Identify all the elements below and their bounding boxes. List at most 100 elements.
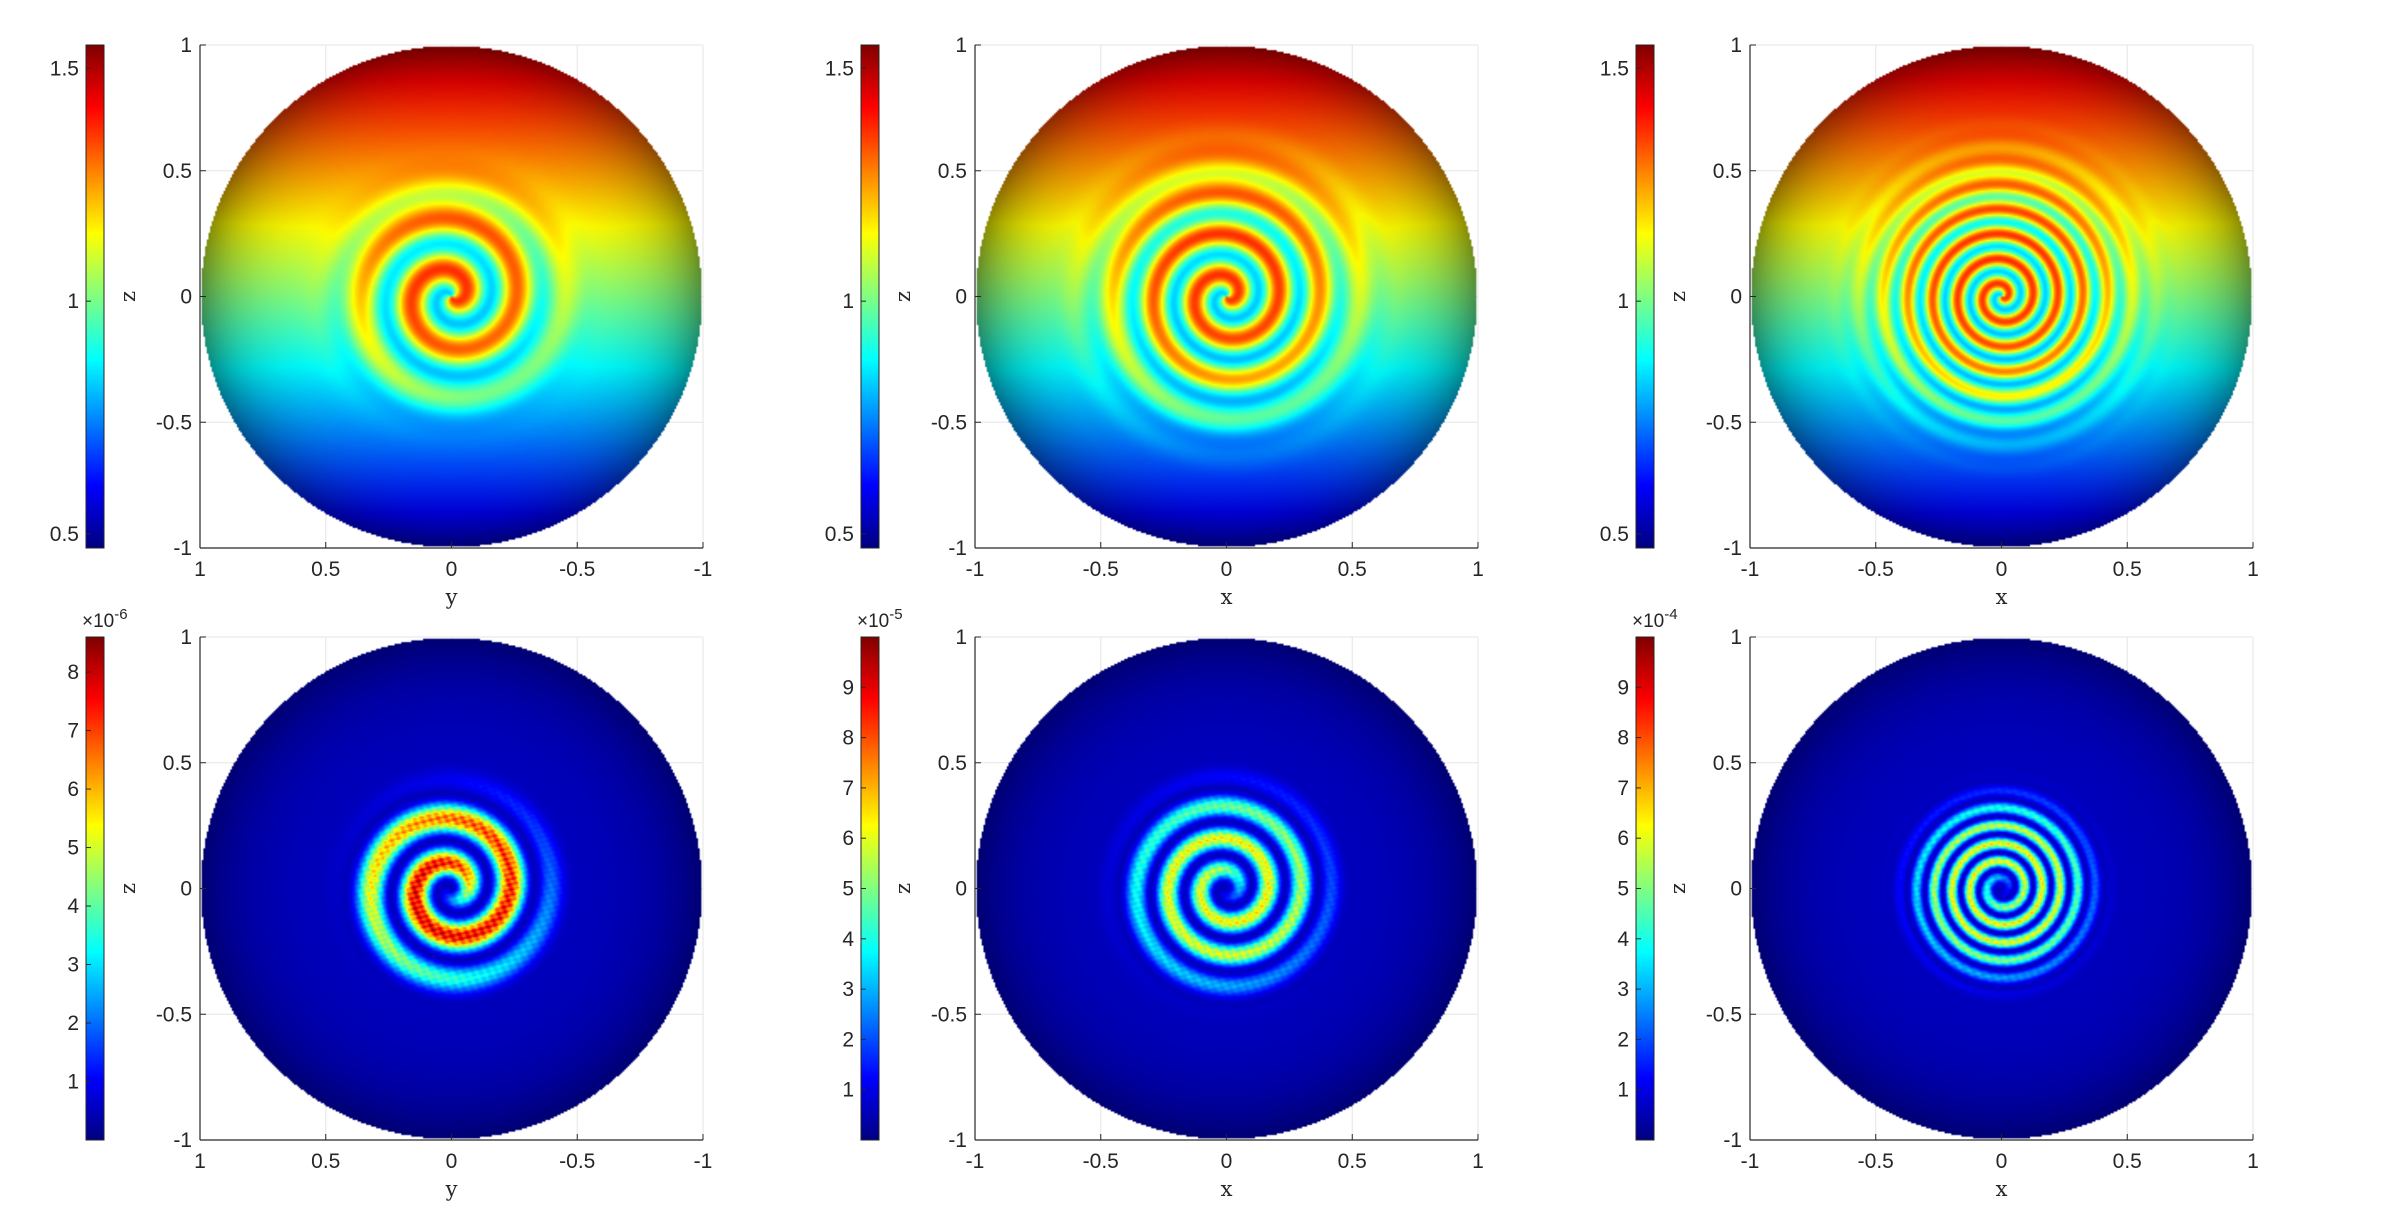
y-axis-label: z — [116, 883, 140, 894]
y-tick-label: 0.5 — [1713, 752, 1742, 775]
x-axis-label: x — [1221, 1177, 1233, 1201]
y-tick-label: -1 — [173, 537, 192, 560]
colorbar: 1.5 1 0.5 — [50, 44, 105, 549]
x-axis-label: y — [445, 1177, 458, 1201]
x-tick-label: -0.5 — [1858, 558, 1894, 581]
x-tick-label: 0 — [446, 1150, 458, 1173]
x-tick-label: 1 — [1472, 558, 1484, 581]
x-tick-label: 0.5 — [1338, 558, 1367, 581]
colorbar-tick-label: 2 — [67, 1012, 79, 1035]
colorbar-tick-label: 1 — [842, 290, 854, 313]
y-tick-label: 0.5 — [1713, 160, 1742, 183]
y-tick-label: -0.5 — [156, 1003, 192, 1026]
colorbar-tick-label: 5 — [67, 837, 79, 860]
colorbar-tick-label: 2 — [1617, 1028, 1629, 1051]
x-tick-label: -0.5 — [1083, 1150, 1119, 1173]
x-axis-label: x — [1221, 585, 1233, 609]
x-tick-label: 0 — [1996, 558, 2008, 581]
colorbar-tick-label: 0.5 — [825, 523, 854, 546]
x-tick-label: -0.5 — [1083, 558, 1119, 581]
heatmap-disk — [975, 637, 1478, 1140]
y-tick-label: -1 — [948, 1129, 967, 1152]
x-tick-label: 1 — [194, 1150, 206, 1173]
colorbar-tick-label: 6 — [1617, 827, 1629, 850]
x-tick-label: 1 — [1472, 1150, 1484, 1173]
y-tick-label: 0 — [180, 878, 192, 901]
colorbar-multiplier: ×10-6 — [82, 606, 128, 632]
x-tick-label: 1 — [2247, 1150, 2259, 1173]
y-axis-label: z — [1666, 883, 1690, 894]
colorbar-exponent: -4 — [1664, 606, 1677, 623]
x-tick-label: -1 — [966, 1150, 985, 1173]
colorbar-tick-label: 5 — [1617, 878, 1629, 901]
colorbar-tick-label: 8 — [842, 727, 854, 750]
colorbar-tick-label: 1 — [67, 290, 79, 313]
colorbar-tick-label: 8 — [67, 661, 79, 684]
colorbar-tick-label: 1 — [1617, 290, 1629, 313]
colorbar-exponent: -6 — [114, 606, 127, 623]
y-tick-label: 1 — [955, 626, 967, 649]
colorbar-tick-label: 1 — [1617, 1079, 1629, 1102]
x-tick-label: -1 — [966, 558, 985, 581]
heatmap-disk — [1750, 45, 2253, 548]
y-axis-label: z — [1666, 291, 1690, 302]
x-tick-label: 0.5 — [311, 1150, 340, 1173]
x-axis-label: y — [445, 585, 458, 609]
y-tick-label: 0 — [180, 286, 192, 309]
colorbar-tick-label: 0.5 — [50, 523, 79, 546]
colorbar: 1.5 1 0.5 — [1600, 44, 1655, 549]
y-tick-label: 0.5 — [163, 160, 192, 183]
colorbar: 9 8 7 6 5 4 3 2 1 ×10-4 — [1617, 606, 1678, 1141]
colorbar: 1.5 1 0.5 — [825, 44, 880, 549]
x-axis-label: x — [1996, 1177, 2008, 1201]
y-tick-label: 1 — [180, 34, 192, 57]
y-tick-label: 0 — [1730, 878, 1742, 901]
x-tick-label: 0.5 — [2113, 558, 2142, 581]
x-tick-label: 1 — [2247, 558, 2259, 581]
x-tick-label: 0 — [446, 558, 458, 581]
y-tick-label: 1 — [180, 626, 192, 649]
colorbar-tick-label: 6 — [842, 827, 854, 850]
colorbar-bar — [85, 44, 105, 549]
colorbar-tick-label: 1.5 — [1600, 57, 1629, 80]
y-tick-label: 0.5 — [938, 752, 967, 775]
heatmap-disk — [200, 637, 703, 1140]
x-tick-label: -1 — [694, 1150, 713, 1173]
y-tick-label: 0.5 — [938, 160, 967, 183]
y-tick-label: -1 — [1723, 1129, 1742, 1152]
heatmap-disk — [1750, 637, 2253, 1140]
x-tick-label: -1 — [1741, 558, 1760, 581]
colorbar-tick-label: 4 — [842, 928, 854, 951]
colorbar-tick-label: 7 — [1617, 777, 1629, 800]
x-tick-label: -0.5 — [1858, 1150, 1894, 1173]
colorbar-bar — [85, 636, 105, 1141]
x-tick-label: 0.5 — [2113, 1150, 2142, 1173]
y-axis-label: z — [891, 291, 915, 302]
colorbar-bar — [1635, 44, 1655, 549]
y-tick-label: -0.5 — [1706, 1003, 1742, 1026]
colorbar-tick-label: 3 — [67, 954, 79, 977]
y-tick-label: 0 — [955, 286, 967, 309]
colorbar-tick-label: 4 — [1617, 928, 1629, 951]
colorbar-tick-label: 7 — [842, 777, 854, 800]
y-tick-label: 1 — [1730, 34, 1742, 57]
colorbar-tick-label: 9 — [1617, 676, 1629, 699]
x-tick-label: 0.5 — [311, 558, 340, 581]
colorbar-tick-label: 9 — [842, 676, 854, 699]
y-tick-label: 1 — [955, 34, 967, 57]
y-tick-label: -0.5 — [1706, 411, 1742, 434]
y-tick-label: 0 — [955, 878, 967, 901]
y-tick-label: -1 — [948, 537, 967, 560]
y-axis-label: z — [891, 883, 915, 894]
x-tick-label: 0 — [1221, 1150, 1233, 1173]
heatmap-disk — [200, 45, 703, 548]
colorbar-tick-label: 4 — [67, 895, 79, 918]
colorbar-multiplier: ×10-4 — [1632, 606, 1678, 632]
y-tick-label: -0.5 — [156, 411, 192, 434]
y-tick-label: 0 — [1730, 286, 1742, 309]
colorbar-tick-label: 5 — [842, 878, 854, 901]
colorbar-tick-label: 1.5 — [50, 57, 79, 80]
colorbar-tick-label: 8 — [1617, 727, 1629, 750]
colorbar-tick-label: 1 — [842, 1079, 854, 1102]
